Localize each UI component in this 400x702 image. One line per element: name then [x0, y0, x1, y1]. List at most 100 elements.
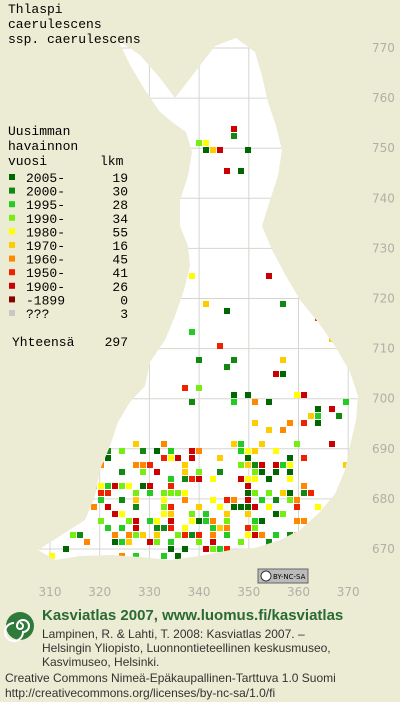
observation: [98, 483, 104, 489]
observation: [161, 455, 167, 461]
observation: [182, 497, 188, 503]
observation: [175, 532, 181, 538]
legend-label: 1950-: [26, 266, 65, 281]
observation: [105, 490, 111, 496]
observation: [294, 497, 300, 503]
legend-count: 3: [120, 307, 128, 322]
grid-label: 370: [337, 585, 360, 599]
observation: [168, 511, 174, 517]
observation: [133, 518, 139, 524]
grid-label: 320: [88, 585, 111, 599]
logo-circle: [6, 612, 34, 640]
observation: [203, 511, 209, 517]
observation: [63, 546, 69, 552]
legend-count: 34: [112, 212, 128, 227]
observation: [140, 469, 146, 475]
observation: [231, 399, 237, 405]
observation: [245, 497, 251, 503]
observation: [329, 441, 335, 447]
observation: [182, 469, 188, 475]
observation: [252, 532, 258, 538]
observation: [231, 392, 237, 398]
observation: [203, 140, 209, 146]
observation: [175, 553, 181, 559]
observation: [154, 448, 160, 454]
observation: [231, 133, 237, 139]
observation: [287, 476, 293, 482]
observation: [105, 504, 111, 510]
legend-swatch: [9, 282, 15, 289]
legend-label: ???: [26, 307, 49, 322]
legend-total-label: Yhteensä: [12, 335, 75, 350]
observation: [112, 532, 118, 538]
observation: [98, 497, 104, 503]
legend-header: Uusimman: [8, 124, 70, 139]
legend-label: 1980-: [26, 225, 65, 240]
observation: [210, 532, 216, 538]
observation: [238, 441, 244, 447]
observation: [126, 483, 132, 489]
observation: [266, 490, 272, 496]
observation: [315, 504, 321, 510]
observation: [70, 532, 76, 538]
observation: [210, 497, 216, 503]
observation: [252, 399, 258, 405]
observation: [301, 490, 307, 496]
title-line: caerulescens: [8, 17, 102, 32]
legend-header: vuosi: [8, 154, 47, 169]
legend-header: havainnon: [8, 139, 78, 154]
observation: [161, 525, 167, 531]
observation: [98, 518, 104, 524]
legend-swatch: [9, 174, 15, 180]
legend-swatch: [9, 187, 15, 194]
observation: [259, 532, 265, 538]
observation: [140, 483, 146, 489]
observation: [252, 490, 258, 496]
observation: [119, 448, 125, 454]
observation: [203, 546, 209, 552]
observation: [168, 539, 174, 545]
grid-label: 770: [372, 41, 395, 55]
grid-label: 690: [372, 442, 395, 456]
observation: [217, 546, 223, 552]
observation: [161, 553, 167, 559]
observation: [98, 490, 104, 496]
license: http://creativecommons.org/licenses/by-n…: [5, 686, 275, 700]
observation: [189, 532, 195, 538]
grid-label: 330: [138, 585, 161, 599]
observation: [287, 462, 293, 468]
observation: [189, 455, 195, 461]
observation: [196, 357, 202, 363]
observation: [196, 476, 202, 482]
observation: [273, 511, 279, 517]
observation: [217, 469, 223, 475]
legend-count: 16: [112, 239, 128, 254]
grid-label: 710: [372, 342, 395, 356]
observation: [231, 497, 237, 503]
observation: [154, 469, 160, 475]
legend-label: 1995-: [26, 198, 65, 213]
observation: [238, 476, 244, 482]
observation: [273, 497, 279, 503]
observation: [294, 441, 300, 447]
legend-swatch: [9, 201, 15, 208]
observation: [252, 469, 258, 475]
observation: [231, 357, 237, 363]
observation: [315, 413, 321, 419]
observation: [147, 518, 153, 524]
observation: [238, 168, 244, 174]
observation: [119, 483, 125, 489]
observation: [126, 518, 132, 524]
observation: [210, 539, 216, 545]
observation: [259, 441, 265, 447]
observation: [140, 462, 146, 468]
observation: [119, 511, 125, 517]
observation: [280, 301, 286, 307]
observation: [189, 273, 195, 279]
observation: [231, 504, 237, 510]
observation: [182, 476, 188, 482]
observation: [203, 301, 209, 307]
legend-swatch: [9, 242, 15, 248]
legend-count: 41: [112, 266, 128, 281]
